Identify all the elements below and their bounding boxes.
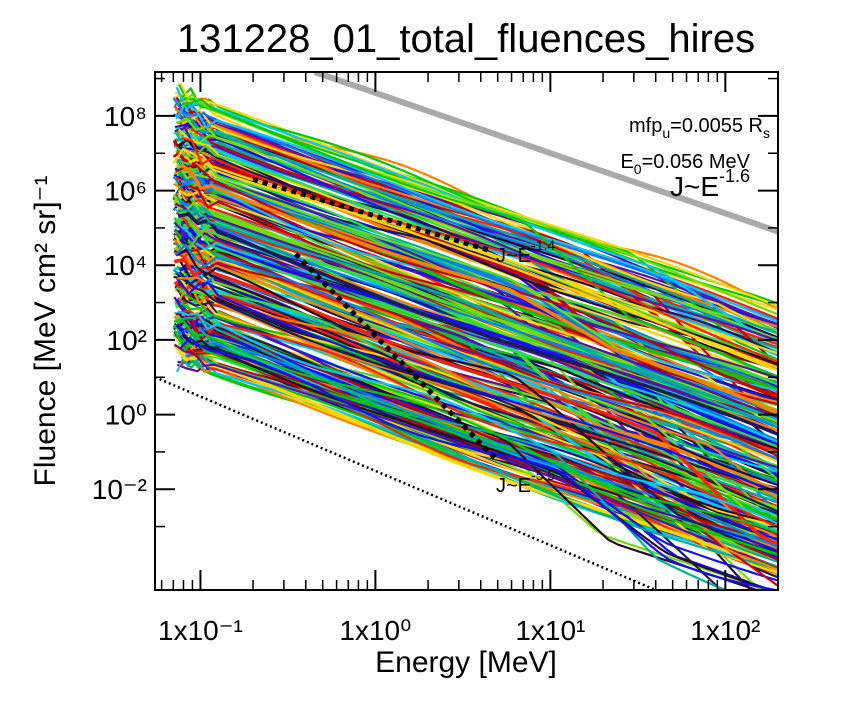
series-line [175,117,778,341]
slope-16-label: J~E-1.6 [670,166,750,202]
series-line [177,316,729,590]
slope-14-label: J~E-1.4 [496,237,555,267]
y-tick-label: 10⁰ [105,400,147,431]
series-line [181,111,778,336]
slope-55-label: J~E-5.5 [496,467,555,497]
reference-lines [155,72,778,590]
series-line [174,345,778,573]
series-line [180,354,778,571]
reference-line [293,252,497,460]
series-line [172,147,778,372]
series-line [174,251,778,492]
y-tick-label: 10⁶ [104,176,147,207]
series-line [174,234,778,463]
series-line [173,104,778,349]
series-line [175,286,778,496]
plot-frame [154,71,779,591]
series-line [173,320,778,534]
series-line [179,83,778,308]
series-line [181,137,778,363]
series-line [181,334,776,590]
series-line [179,231,778,448]
series-line [173,275,778,556]
reference-line [155,376,657,590]
series-line [177,249,778,458]
x-tick-label: 1x10¹ [515,615,585,646]
series-line [180,111,778,335]
x-tick-label: 1x10⁰ [339,615,411,646]
series-line [177,212,778,436]
x-tick-label: 1x10² [690,615,760,646]
axes: 1x10⁻¹ 1x10⁰ 1x10¹ 1x10² 10⁻² 10⁰ 10² 10⁴ 10⁶ 10⁸ [92,72,779,646]
series-line [178,336,778,590]
series-line [174,285,778,513]
series-line [181,98,778,378]
series-line [175,223,778,444]
series-line [177,310,778,525]
y-tick-label: 10⁴ [104,250,147,281]
series-line [175,101,778,323]
y-tick-label: 10⁻² [92,474,147,505]
y-tick-label: 10⁸ [104,101,147,132]
series-line [174,126,778,342]
series-layer [172,83,778,590]
series-line [177,276,778,499]
series-line [175,248,778,525]
series-line [179,209,778,426]
series-line [174,289,778,575]
series-line [178,290,778,521]
series-line [180,163,778,414]
series-line [173,221,778,448]
reference-line [313,72,778,235]
series-line [174,97,778,361]
x-tick-label: 1x10⁻¹ [158,615,243,646]
e0-annotation: E0=0.056 MeV [620,151,750,177]
chart-title: 131228_01_total_fluences_hires [177,17,755,61]
series-line [177,183,778,406]
y-axis-label: Fluence [MeV cm² sr]⁻¹ [29,176,62,487]
mfp-annotation: mfpu=0.0055 Rs [629,115,770,141]
x-axis-label: Energy [MeV] [375,646,557,679]
series-line [174,243,778,461]
y-tick-label: 10² [107,325,147,356]
series-line [178,309,778,529]
series-line [177,279,778,495]
reference-line [252,176,491,253]
